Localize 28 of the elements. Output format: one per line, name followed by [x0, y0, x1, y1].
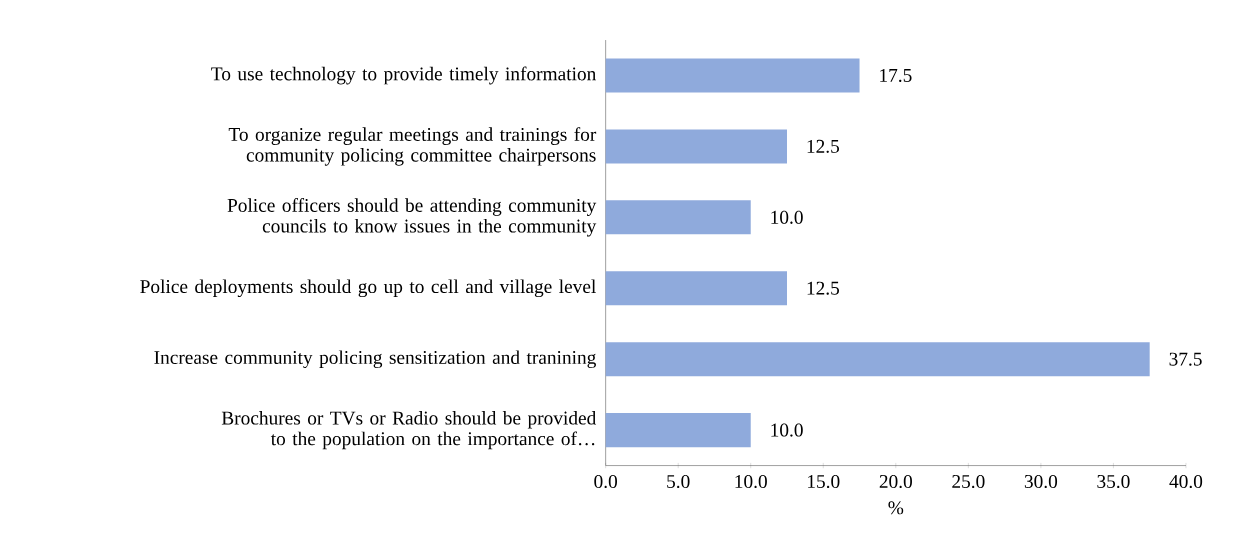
x-tick-label: 30.0	[1024, 474, 1058, 488]
x-tick-label: 20.0	[879, 474, 912, 488]
x-tick-label: 10.0	[735, 474, 767, 488]
y-tick-label: Increase community policing sensitization and tranining	[154, 350, 596, 368]
bar	[605, 342, 1150, 377]
data-label: 10.0	[771, 423, 803, 437]
data-label: 12.5	[807, 139, 840, 153]
data-label: 12.5	[807, 281, 840, 295]
data-label: 37.5	[1169, 352, 1202, 366]
x-tick-label: 5.0	[667, 474, 690, 488]
y-tick-label: To use technology to provide timely information	[211, 66, 597, 85]
y-tick-label: Police deployments should go up to cell and village level	[140, 279, 596, 297]
bar	[605, 58, 860, 93]
x-tick-label: 35.0	[1097, 474, 1130, 488]
bar	[605, 200, 751, 235]
x-tick-label: 0.0	[594, 474, 618, 488]
bar	[605, 412, 751, 447]
x-tick-label: 15.0	[808, 474, 840, 488]
bar	[605, 129, 787, 164]
y-tick-label: Brochures or TVs or Radio should be provided to the population on the importance of…	[221, 410, 597, 450]
x-tick-label: 25.0	[952, 474, 985, 488]
bar	[605, 271, 787, 306]
x-tick-label: 40.0	[1169, 474, 1203, 488]
y-tick-label: To organize regular meetings and trainings for community policing committee chairpersons	[228, 127, 597, 166]
y-tick-label: Police officers should be attending community councils to know issues in the community	[227, 197, 597, 237]
data-label: 17.5	[880, 68, 912, 82]
data-label: 10.0	[771, 210, 803, 224]
x-axis-title: %	[888, 501, 904, 515]
